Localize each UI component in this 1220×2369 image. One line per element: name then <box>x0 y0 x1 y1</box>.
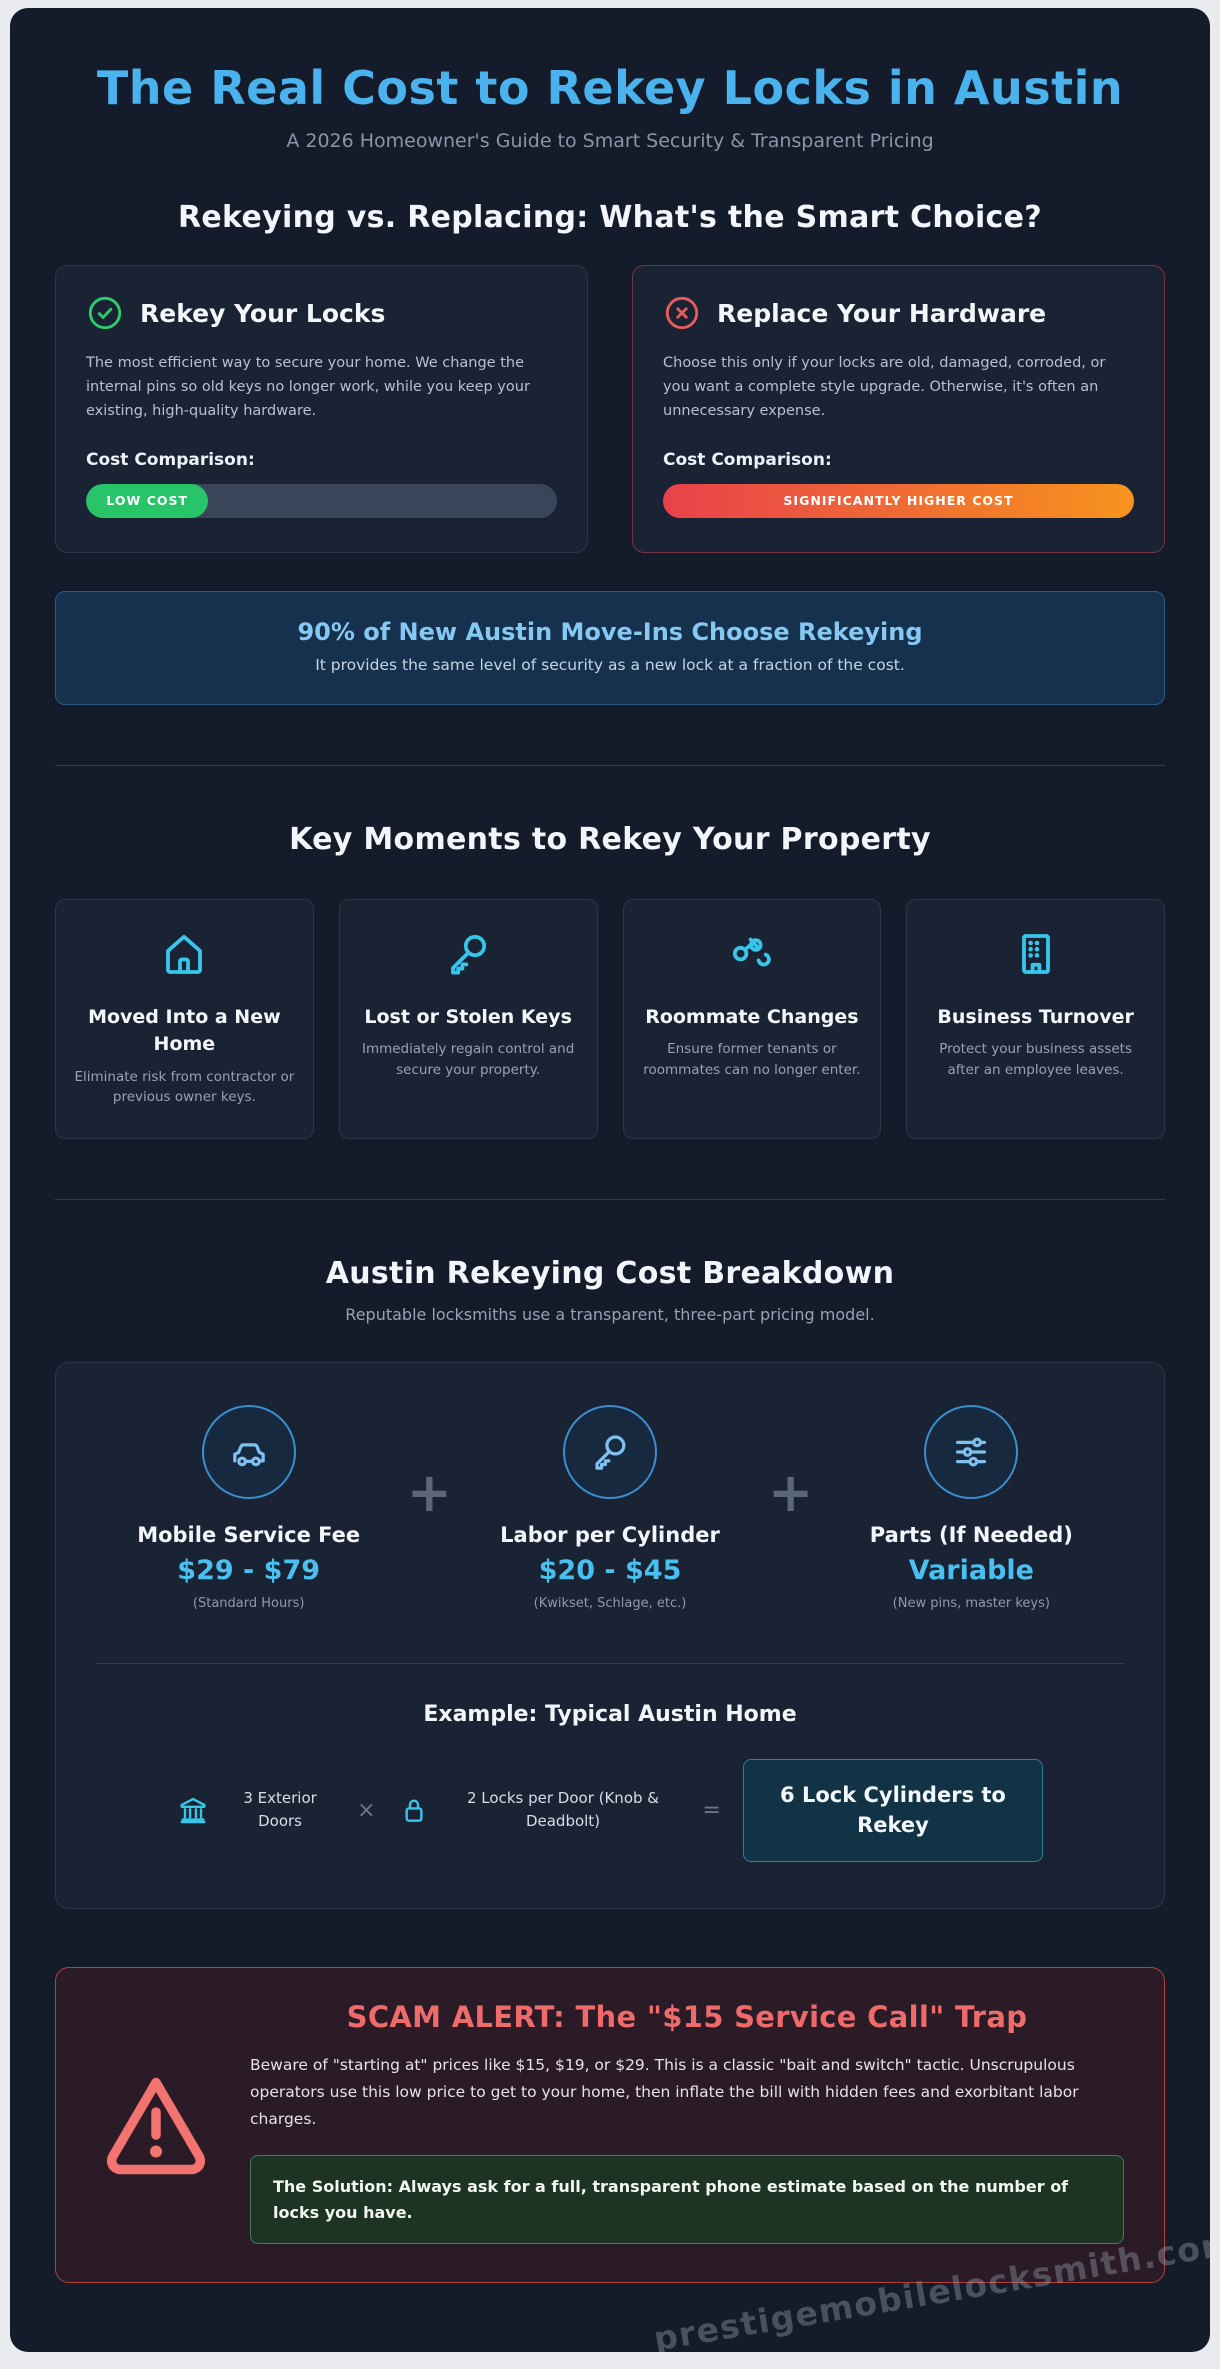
part-labor-per-cylinder: Labor per Cylinder $20 - $45 (Kwikset, S… <box>457 1404 762 1611</box>
rekey-cost-label: Cost Comparison: <box>86 449 255 470</box>
service-van-icon <box>201 1404 296 1499</box>
part-value: $29 - $79 <box>177 1554 321 1586</box>
keys-icon <box>728 930 776 978</box>
moment-title: Roommate Changes <box>645 1005 859 1028</box>
plus-sign: + <box>768 1460 814 1524</box>
key-moments-heading: Key Moments to Rekey Your Property <box>289 821 931 857</box>
page-title: The Real Cost to Rekey Locks in Austin <box>96 61 1124 115</box>
part-note: (Kwikset, Schlage, etc.) <box>533 1595 687 1611</box>
part-parts-if-needed: Parts (If Needed) Variable (New pins, ma… <box>819 1404 1124 1611</box>
part-label: Labor per Cylinder <box>500 1522 720 1547</box>
rekey-card: Rekey Your Locks The most efficient way … <box>55 265 588 553</box>
moment-title: Lost or Stolen Keys <box>364 1005 572 1028</box>
moment-title: Moved Into a New Home <box>88 1005 281 1056</box>
part-label: Parts (If Needed) <box>869 1522 1073 1547</box>
pricing-parts-row: Mobile Service Fee $29 - $79 (Standard H… <box>96 1404 1124 1611</box>
replace-card-description: Choose this only if your locks are old, … <box>663 355 1106 419</box>
section-divider <box>55 764 1165 766</box>
moment-card-business: Business Turnover Protect your business … <box>906 898 1165 1139</box>
key-icon <box>444 930 492 978</box>
replace-card: Replace Your Hardware Choose this only i… <box>632 265 1165 553</box>
comparison-heading: Rekeying vs. Replacing: What's the Smart… <box>178 200 1042 236</box>
equation-factor1: 3 Exterior Doors <box>243 1789 317 1831</box>
x-circle-icon <box>663 294 701 332</box>
low-cost-badge-label: LOW COST <box>106 493 189 509</box>
exterior-door-icon <box>177 1794 209 1826</box>
moment-text: Protect your business assets after an em… <box>939 1041 1133 1078</box>
check-circle-icon <box>86 294 124 332</box>
rekey-card-description: The most efficient way to secure your ho… <box>86 355 530 419</box>
building-icon <box>1012 930 1060 978</box>
moment-text: Eliminate risk from contractor or previo… <box>74 1068 295 1106</box>
breakdown-divider <box>96 1662 1124 1664</box>
padlock-icon <box>398 1794 430 1826</box>
stat-banner: 90% of New Austin Move-Ins Choose Rekeyi… <box>55 590 1165 705</box>
moment-card-roommate: Roommate Changes Ensure former tenants o… <box>622 898 882 1139</box>
stat-headline: 90% of New Austin Move-Ins Choose Rekeyi… <box>297 617 923 646</box>
comparison-cards: Rekey Your Locks The most efficient way … <box>55 265 1165 553</box>
higher-cost-badge: SIGNIFICANTLY HIGHER COST <box>663 483 1134 518</box>
part-mobile-service-fee: Mobile Service Fee $29 - $79 (Standard H… <box>96 1404 401 1611</box>
cost-bar-track: LOW COST <box>86 483 557 518</box>
moment-text: Ensure former tenants or roommates can n… <box>643 1041 861 1078</box>
equation-factor2: 2 Locks per Door (Knob & Deadbolt) <box>467 1789 659 1831</box>
page-subtitle: A 2026 Homeowner's Guide to Smart Securi… <box>286 130 934 153</box>
higher-cost-badge-label: SIGNIFICANTLY HIGHER COST <box>783 493 1014 509</box>
part-value: $20 - $45 <box>538 1554 682 1586</box>
sliders-icon <box>924 1404 1019 1499</box>
moment-card-new-home: Moved Into a New Home Eliminate risk fro… <box>55 898 314 1139</box>
infographic-panel: The Real Cost to Rekey Locks in Austin A… <box>10 8 1210 2352</box>
part-note: (New pins, master keys) <box>892 1595 1050 1611</box>
example-equation: 3 Exterior Doors × 2 Locks per Door (Kno… <box>96 1758 1124 1862</box>
replace-card-title: Replace Your Hardware <box>717 298 1047 328</box>
equals-sign: = <box>702 1797 721 1823</box>
key-moments-cards: Moved Into a New Home Eliminate risk fro… <box>55 898 1165 1139</box>
scam-alert-title: SCAM ALERT: The "$15 Service Call" Trap <box>346 1999 1028 2034</box>
moment-title: Business Turnover <box>937 1005 1134 1028</box>
cost-breakdown-card: Mobile Service Fee $29 - $79 (Standard H… <box>55 1361 1165 1909</box>
scam-solution-box: The Solution: Always ask for a full, tra… <box>250 2155 1124 2245</box>
part-value: Variable <box>908 1554 1034 1586</box>
plus-sign: + <box>406 1460 452 1524</box>
part-label: Mobile Service Fee <box>137 1522 361 1547</box>
scam-alert-body: Beware of "starting at" prices like $15,… <box>250 2055 1079 2128</box>
replace-cost-label: Cost Comparison: <box>663 449 832 470</box>
low-cost-badge: LOW COST <box>86 483 209 518</box>
stat-subtext: It provides the same level of security a… <box>315 655 905 674</box>
moment-card-lost-keys: Lost or Stolen Keys Immediately regain c… <box>338 898 598 1139</box>
key-cylinder-icon <box>562 1404 657 1499</box>
part-note: (Standard Hours) <box>192 1595 305 1611</box>
warning-triangle-icon <box>86 2062 226 2182</box>
rekey-card-title: Rekey Your Locks <box>140 298 386 328</box>
scam-alert-card: SCAM ALERT: The "$15 Service Call" Trap … <box>55 1966 1165 2284</box>
example-heading: Example: Typical Austin Home <box>423 1701 797 1727</box>
section-divider <box>55 1198 1165 1200</box>
house-icon <box>160 930 208 978</box>
equation-result: 6 Lock Cylinders to Rekey <box>742 1758 1043 1862</box>
cost-breakdown-subtitle: Reputable locksmiths use a transparent, … <box>345 1304 875 1324</box>
moment-text: Immediately regain control and secure yo… <box>361 1041 575 1078</box>
multiply-sign: × <box>357 1797 376 1823</box>
cost-breakdown-heading: Austin Rekeying Cost Breakdown <box>325 1255 895 1291</box>
